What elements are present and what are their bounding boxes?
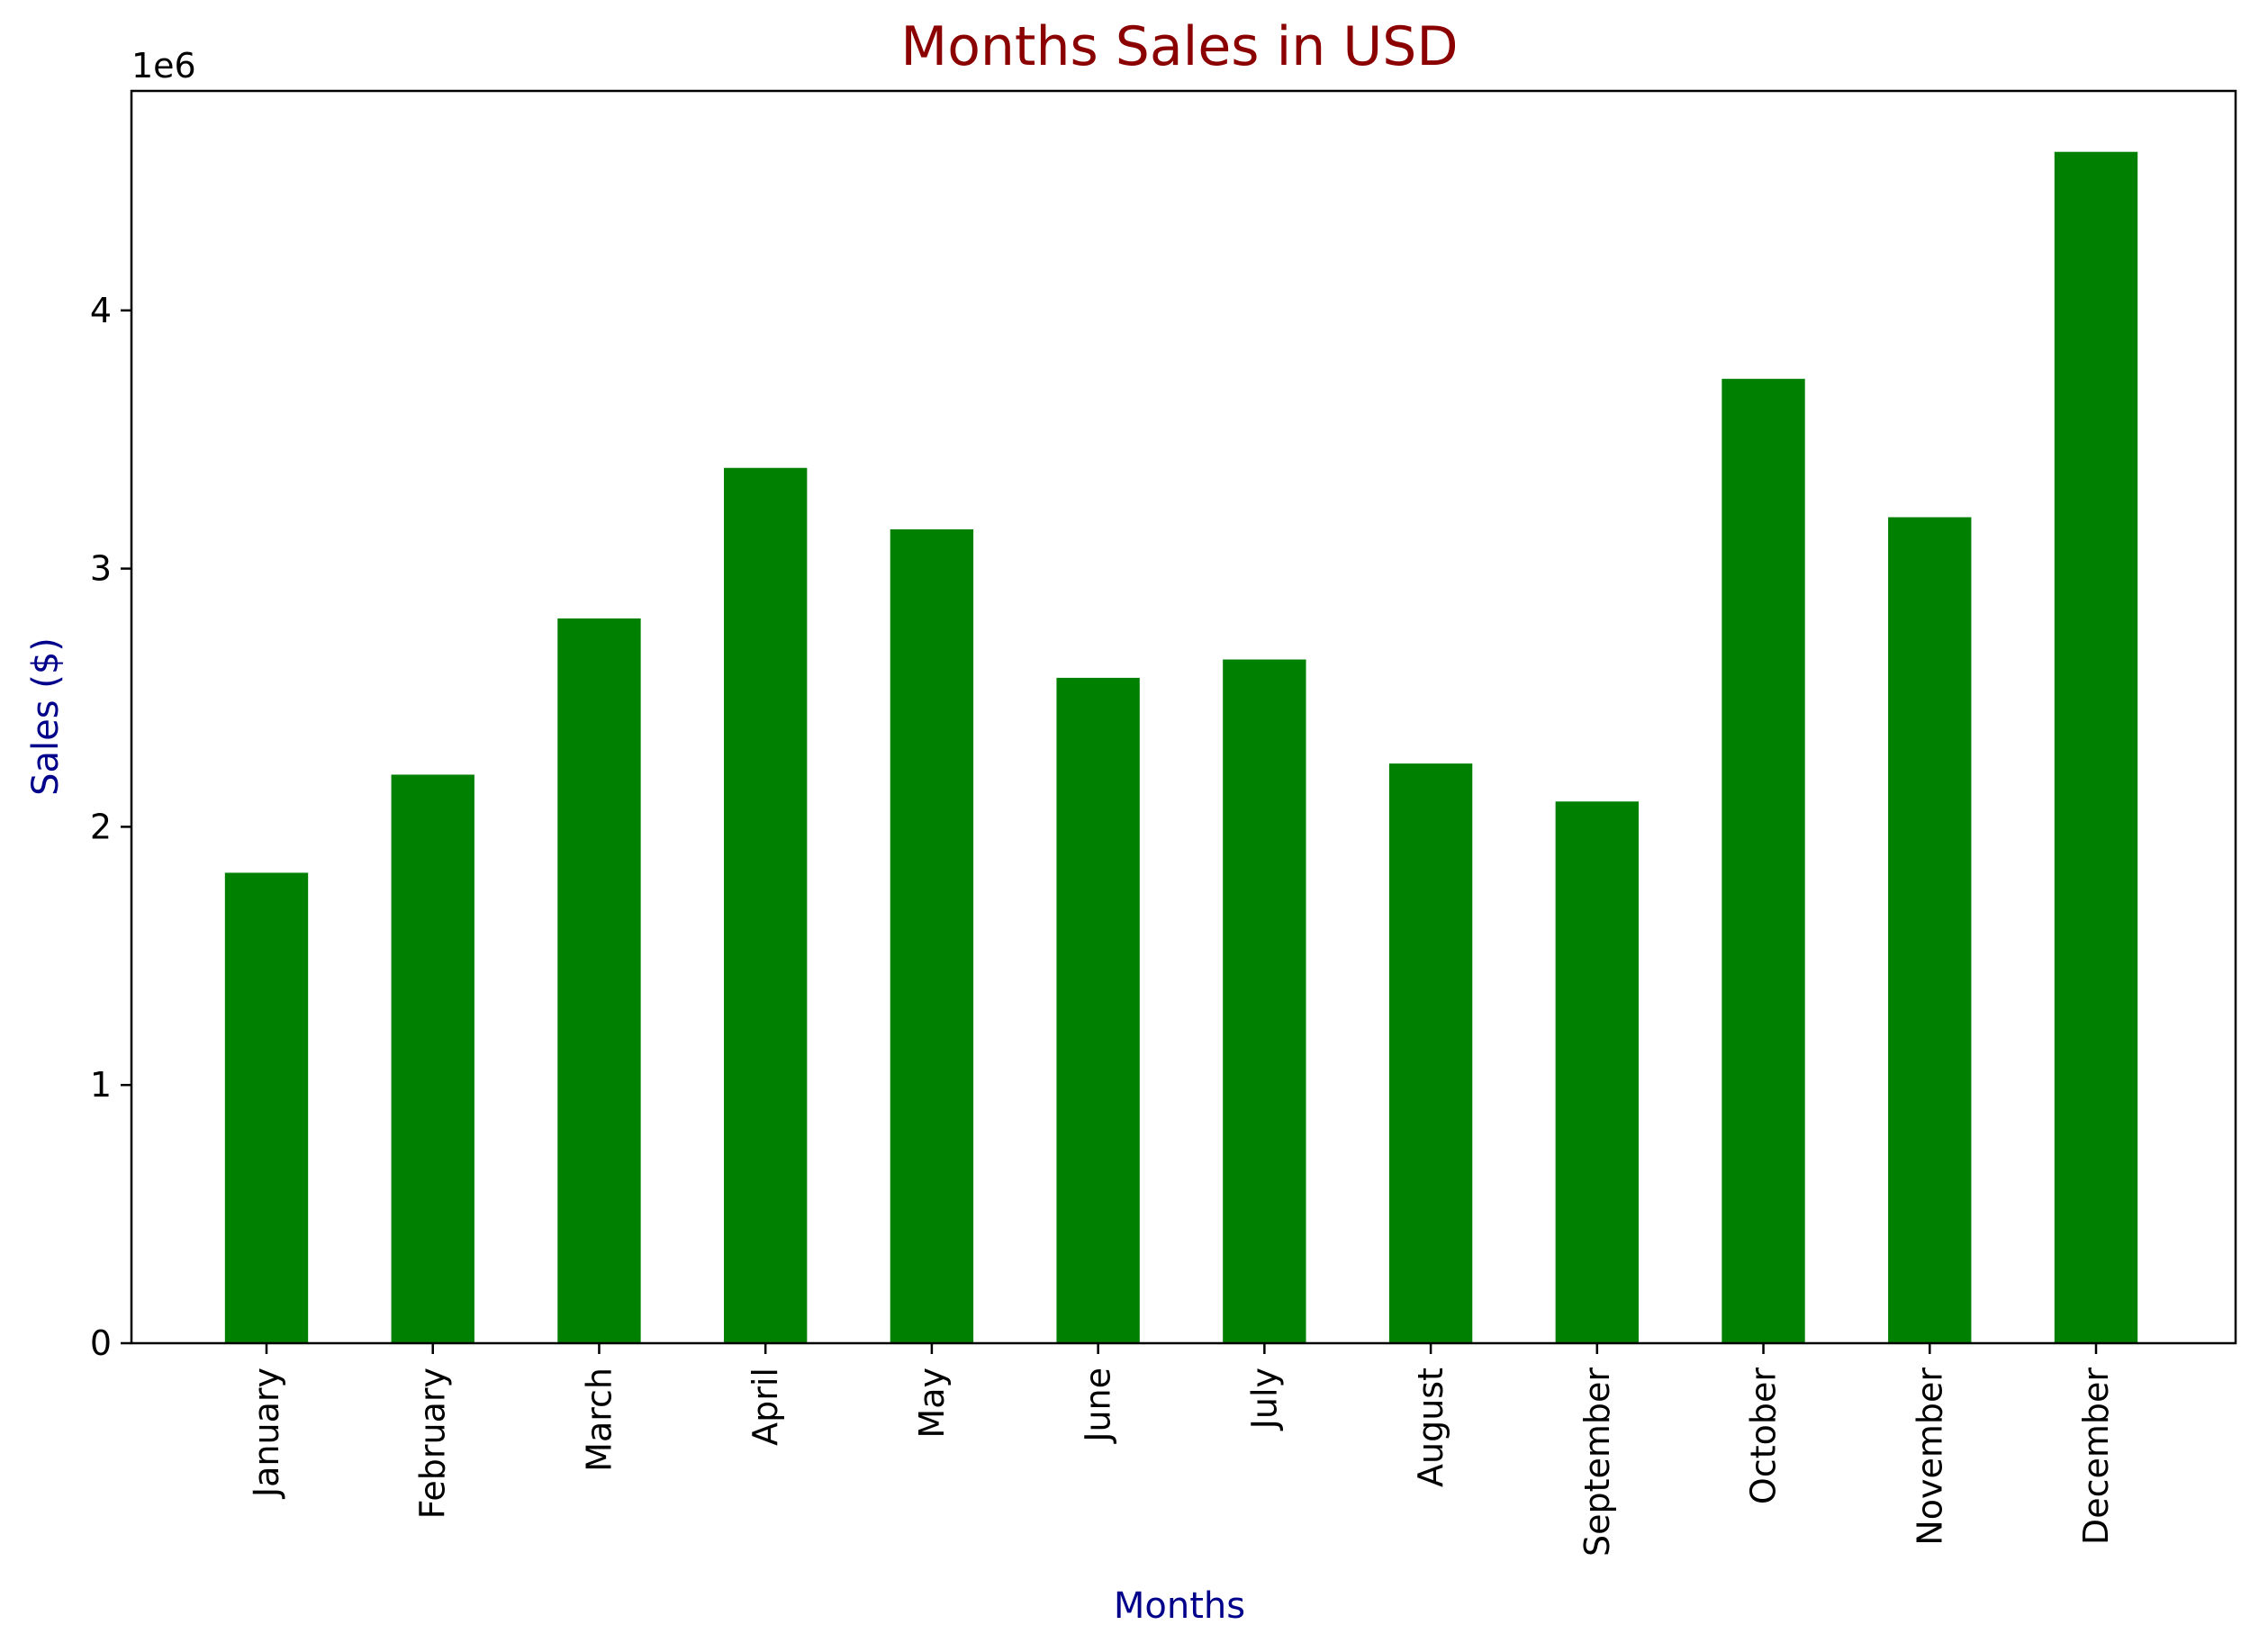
bar-april (724, 467, 808, 1343)
x-tick-label-january: January (247, 1368, 286, 1499)
bar-january (224, 872, 309, 1343)
x-tick-label-april: April (745, 1368, 785, 1446)
bar-august (1388, 763, 1473, 1343)
x-tick-label-august: August (1411, 1368, 1450, 1487)
y-tick-label-0: 0 (90, 1323, 112, 1363)
x-tick-label-september: September (1577, 1368, 1617, 1557)
x-tick-label-july: July (1244, 1368, 1284, 1431)
x-tick-label-june: June (1079, 1368, 1118, 1444)
bar-december (2054, 151, 2138, 1344)
y-axis-offset-text: 1e6 (131, 46, 196, 86)
y-tick-label-1: 1 (90, 1065, 112, 1105)
x-axis-label: Months (1114, 1585, 1245, 1627)
y-tick-label-2: 2 (90, 807, 112, 846)
x-tick-label-march: March (579, 1368, 619, 1472)
bar-november (1888, 517, 1972, 1343)
bar-october (1721, 378, 1805, 1343)
bar-march (557, 618, 641, 1343)
y-axis-label: Sales ($) (25, 637, 67, 796)
bar-september (1555, 801, 1639, 1343)
bar-july (1223, 659, 1306, 1343)
chart-title: Months Sales in USD (900, 15, 1458, 78)
y-tick-label-4: 4 (90, 291, 112, 330)
bar-february (391, 774, 474, 1343)
plot-frame (130, 89, 2237, 1345)
x-tick-label-february: February (413, 1368, 453, 1519)
x-tick-label-may: May (912, 1368, 952, 1439)
x-tick-label-november: November (1910, 1368, 1949, 1546)
bars-layer (224, 151, 2138, 1344)
x-tick-label-october: October (1744, 1368, 1784, 1504)
x-tick-label-december: December (2076, 1368, 2116, 1545)
ticks-layer: January February March April May June July Augu… (90, 291, 2116, 1557)
y-tick-label-3: 3 (90, 549, 112, 589)
bar-may (890, 528, 974, 1343)
bar-june (1056, 677, 1140, 1343)
